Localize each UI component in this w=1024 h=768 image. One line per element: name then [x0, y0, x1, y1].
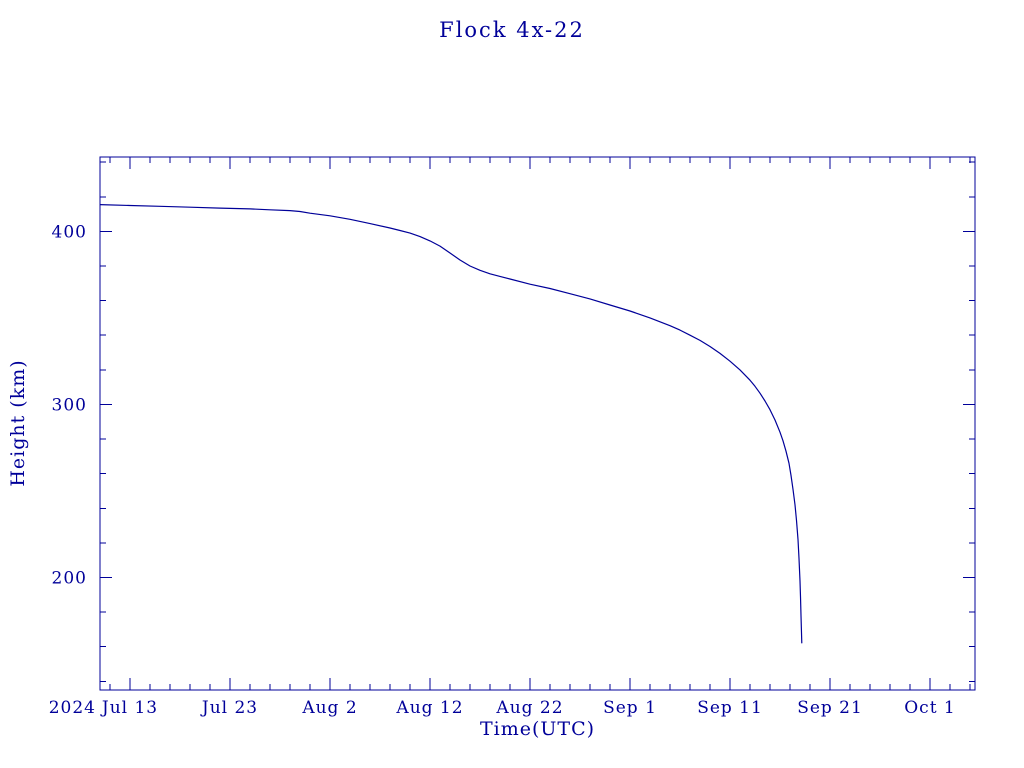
- chart-title: Flock 4x-22: [439, 18, 585, 42]
- x-tick-label: Sep 11: [697, 698, 763, 718]
- x-tick-label: Sep 21: [797, 698, 863, 718]
- x-axis-year-label: 2024: [49, 698, 96, 718]
- plot-frame: [99, 156, 976, 691]
- y-tick-label: 300: [52, 395, 87, 415]
- x-tick-label: Aug 22: [495, 698, 563, 718]
- x-tick-label: Oct 1: [904, 698, 956, 718]
- x-tick-label: Aug 2: [301, 698, 357, 718]
- x-tick-label: Aug 12: [395, 698, 463, 718]
- x-axis-label: Time(UTC): [479, 718, 596, 740]
- x-tick-label: Sep 1: [603, 698, 657, 718]
- x-tick-label: Jul 13: [100, 698, 158, 718]
- y-tick-label: 200: [52, 569, 87, 589]
- y-tick-label: 400: [52, 222, 87, 242]
- x-tick-label: Jul 23: [200, 698, 258, 718]
- decay-curve: [99, 204, 803, 644]
